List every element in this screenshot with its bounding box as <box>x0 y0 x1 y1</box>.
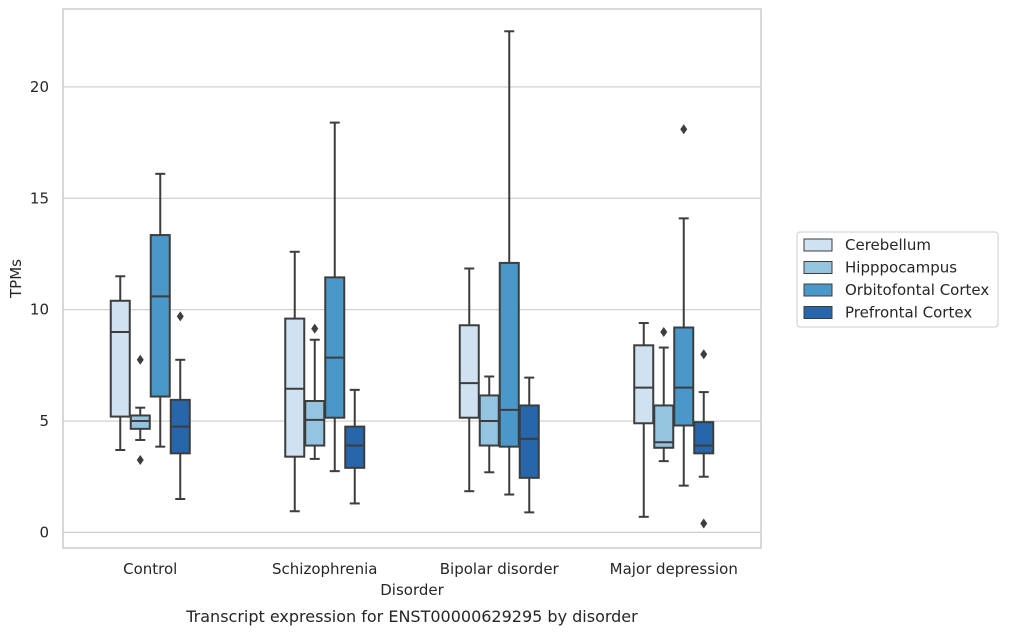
box <box>498 261 520 448</box>
box-group <box>518 376 540 514</box>
legend-label: Cerebellum <box>845 236 931 254</box>
box <box>458 324 480 419</box>
legend-swatch <box>803 283 833 297</box>
box <box>149 234 171 398</box>
chart-caption: Transcript expression for ENST0000062929… <box>185 607 638 626</box>
x-tick-label: Major depression <box>610 560 738 578</box>
box-group <box>284 250 306 513</box>
box <box>673 326 695 427</box>
box <box>304 400 326 447</box>
box-group <box>693 349 715 529</box>
legend-label: Orbitofontal Cortex <box>845 281 989 299</box>
legend-swatch <box>803 238 833 252</box>
box-group <box>633 322 655 518</box>
y-tick-label: 20 <box>30 78 49 96</box>
box <box>109 299 131 418</box>
outlier-point <box>311 323 319 334</box>
x-tick-label: Bipolar disorder <box>440 560 560 578</box>
outlier-point <box>176 311 184 322</box>
legend-label: Hipppocampus <box>845 259 957 277</box>
box-group <box>478 375 500 474</box>
x-axis-ticks: Control Schizophrenia Bipolar disorder Majo… <box>123 560 738 578</box>
box-group <box>324 121 346 473</box>
box-group <box>129 354 151 466</box>
outlier-point <box>700 349 708 360</box>
y-tick-label: 10 <box>30 301 49 319</box>
box <box>518 404 540 479</box>
legend-swatch <box>803 306 833 319</box>
box-group <box>109 275 131 451</box>
legend-frame <box>796 231 999 328</box>
box <box>324 276 346 419</box>
outlier-point <box>700 518 708 529</box>
box-group <box>498 30 520 496</box>
outlier-point <box>136 354 144 365</box>
box-group <box>149 172 171 448</box>
box-group <box>344 388 366 505</box>
outlier-point <box>136 455 144 466</box>
legend: Cerebellum Hipppocampus Orbitofontal Corte… <box>796 231 999 328</box>
outlier-point <box>660 326 668 337</box>
legend-swatch <box>803 261 833 274</box>
box <box>653 404 675 449</box>
box-group <box>673 124 695 487</box>
outlier-point <box>680 124 688 135</box>
box <box>129 414 151 430</box>
y-tick-label: 5 <box>39 412 49 430</box>
box <box>344 425 366 469</box>
y-tick-label: 0 <box>39 523 49 541</box>
x-axis-label: Disorder <box>380 581 444 599</box>
legend-label: Prefrontal Cortex <box>845 304 972 322</box>
box <box>633 344 655 425</box>
box-group <box>653 326 675 463</box>
x-tick-label: Schizophrenia <box>272 560 377 578</box>
box <box>284 317 306 458</box>
x-tick-label: Control <box>123 560 177 578</box>
y-axis-label: TPMs <box>7 259 25 299</box>
y-tick-label: 15 <box>30 189 49 207</box>
box-group <box>169 311 191 500</box>
box-group <box>304 323 326 460</box>
boxes <box>109 30 715 529</box>
box-group <box>458 267 480 493</box>
plot-area-frame <box>62 8 762 549</box>
y-axis-ticks: 0 5 10 15 20 <box>30 78 49 541</box>
box <box>693 421 715 455</box>
